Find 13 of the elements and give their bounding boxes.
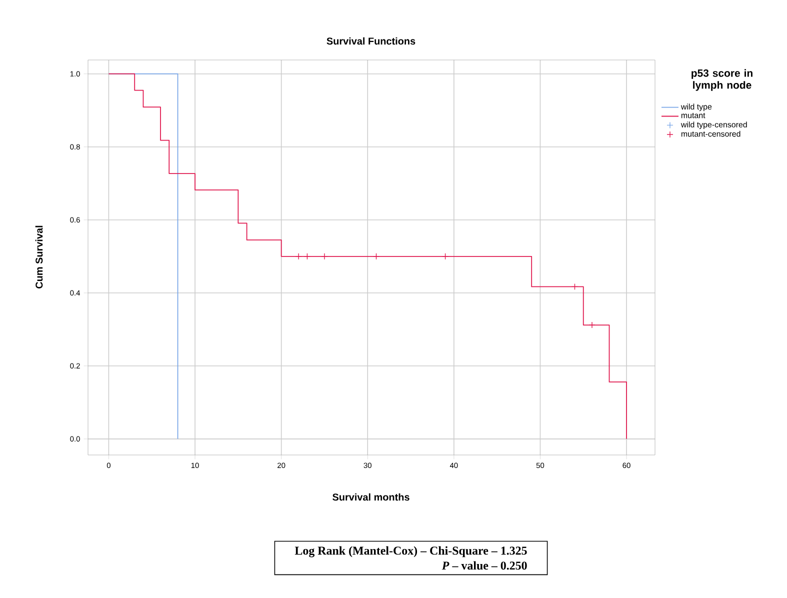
point xyxy=(304,253,311,260)
text: Log Rank (Mantel-Cox) – Chi-Square – 1.325 xyxy=(294,546,527,558)
point xyxy=(295,253,302,260)
chart-title: Survival Functions xyxy=(326,37,416,45)
y-axis-title: Cum Survival xyxy=(35,226,43,288)
point xyxy=(571,283,578,290)
point xyxy=(321,253,328,260)
point xyxy=(442,253,449,260)
point xyxy=(372,253,380,260)
text: P – value – 0.250 xyxy=(442,561,527,570)
point xyxy=(588,322,596,328)
legend-title: p53 score in lymph node xyxy=(692,69,752,91)
x-axis-title: Survival months xyxy=(332,493,410,501)
